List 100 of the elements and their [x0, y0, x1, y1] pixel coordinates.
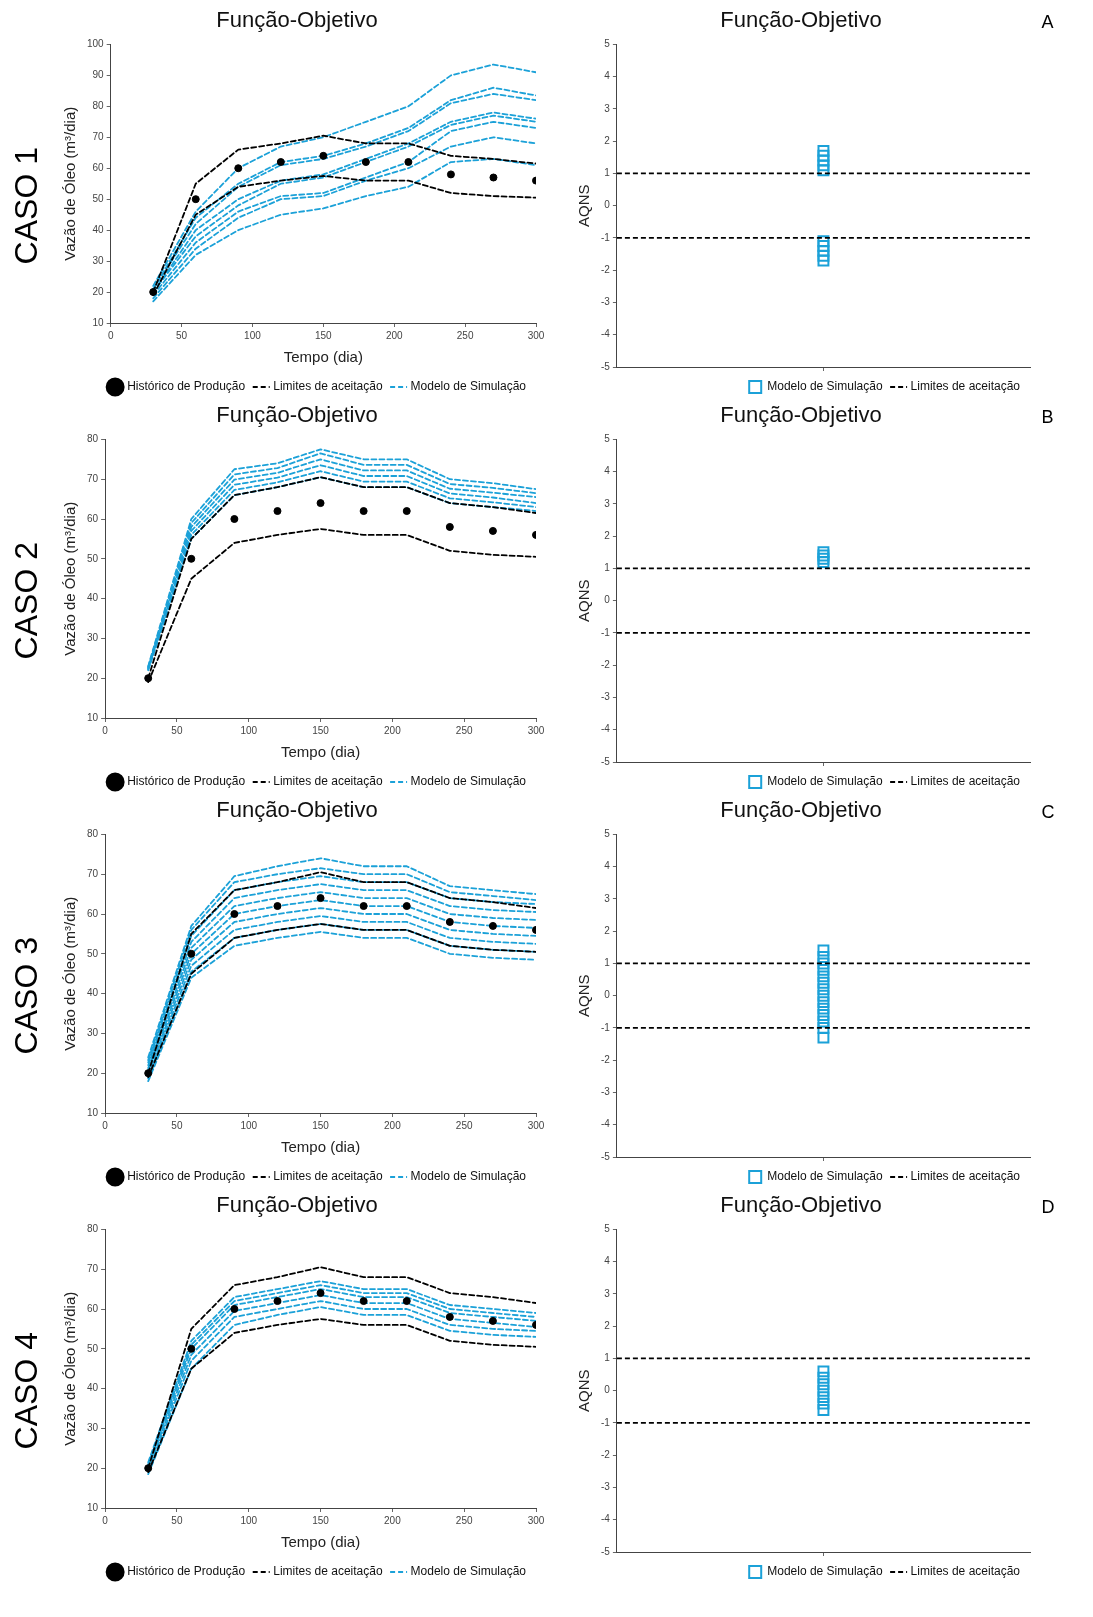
legend-label: Limites de aceitação — [273, 1169, 383, 1184]
y-tick-label: 50 — [92, 192, 105, 204]
y-tick-label: 4 — [603, 860, 610, 872]
x-tick-label: 100 — [244, 329, 262, 341]
y-tick-label: 70 — [87, 1262, 99, 1274]
x-tick-label: 300 — [527, 1119, 545, 1131]
y-tick-label: 50 — [87, 552, 99, 564]
x-tick-label: 150 — [312, 1119, 330, 1131]
y-tick-label: 40 — [92, 223, 105, 235]
y-tick-label: -2 — [600, 1448, 610, 1460]
legend-label: Limites de aceitação — [910, 774, 1020, 789]
legend-label: Limites de aceitação — [273, 379, 383, 394]
legend-label: Modelo de Simulação — [410, 1169, 527, 1184]
x-tick-label: 50 — [171, 1119, 183, 1131]
y-tick-label: 3 — [603, 892, 610, 904]
y-tick-label: 0 — [603, 199, 610, 211]
x-tick-label: 150 — [312, 724, 330, 736]
legend-label: Modelo de Simulação — [766, 1169, 883, 1184]
y-tick-label: 2 — [603, 1319, 610, 1331]
y-tick-label: 30 — [87, 1422, 99, 1434]
y-tick-label: 10 — [87, 1106, 99, 1118]
text: D — [1041, 1196, 1056, 1218]
y-tick-label: 4 — [603, 70, 610, 82]
text: CASO 3 — [8, 936, 45, 1055]
y-tick-label: -2 — [600, 263, 610, 275]
y-tick-label: 20 — [87, 1461, 99, 1473]
y-tick-label: 20 — [87, 671, 99, 683]
y-tick-label: 60 — [87, 907, 99, 919]
chart-title: Função-Objetivo — [216, 7, 378, 33]
y-tick-label: 90 — [92, 69, 105, 81]
y-tick-label: 0 — [603, 1384, 610, 1396]
legend-label: Limites de aceitação — [273, 774, 383, 789]
y-tick-label: -3 — [600, 1481, 610, 1493]
y-tick-label: -3 — [600, 1086, 610, 1098]
chart-title: Função-Objetivo — [216, 1192, 378, 1218]
text: A — [1041, 11, 1055, 33]
legend-label: Modelo de Simulação — [410, 1564, 527, 1579]
y-tick-label: 10 — [87, 1501, 99, 1513]
legend-label: Limites de aceitação — [910, 1169, 1020, 1184]
x-tick-label: 250 — [456, 329, 474, 341]
x-tick-label: 150 — [315, 329, 333, 341]
y-tick-label: -5 — [600, 755, 610, 767]
y-tick-label: -1 — [600, 626, 610, 638]
y-tick-label: 60 — [92, 161, 105, 173]
legend-label: Histórico de Produção — [127, 1564, 246, 1579]
y-tick-label: -1 — [600, 1021, 610, 1033]
text: C — [1041, 801, 1056, 823]
y-tick-label: 5 — [603, 828, 610, 840]
legend-label: Modelo de Simulação — [766, 774, 883, 789]
text: CASO 2 — [8, 541, 45, 660]
x-axis-title: Tempo (dia) — [280, 1533, 361, 1551]
y-tick-label: 5 — [603, 1223, 610, 1235]
text: CASO 1 — [8, 146, 45, 265]
y-tick-label: 0 — [603, 594, 610, 606]
y-tick-label: -4 — [600, 723, 610, 735]
legend-label: Histórico de Produção — [127, 379, 246, 394]
y-tick-label: 4 — [603, 465, 610, 477]
y-tick-label: -1 — [600, 1416, 610, 1428]
legend-label: Limites de aceitação — [910, 1564, 1020, 1579]
x-axis-title: Tempo (dia) — [280, 743, 361, 761]
y-tick-label: 80 — [87, 1223, 99, 1235]
x-tick-label: 0 — [107, 329, 114, 341]
y-tick-label: -3 — [600, 296, 610, 308]
y-tick-label: -5 — [600, 360, 610, 372]
y-axis-title: Vazão de Óleo (m³/dia) — [61, 1291, 79, 1446]
y-tick-label: 5 — [603, 38, 610, 50]
y-tick-label: -5 — [600, 1150, 610, 1162]
y-tick-label: -5 — [600, 1545, 610, 1557]
x-axis-title: Tempo (dia) — [280, 1138, 361, 1156]
legend-label: Modelo de Simulação — [410, 774, 527, 789]
chart-title: Função-Objetivo — [719, 797, 882, 823]
x-tick-label: 300 — [527, 724, 545, 736]
chart-title: Função-Objetivo — [216, 797, 378, 823]
x-tick-label: 150 — [312, 1514, 330, 1526]
y-tick-label: -4 — [600, 328, 610, 340]
y-tick-label: 2 — [603, 134, 610, 146]
chart-title: Função-Objetivo — [216, 402, 378, 428]
y-tick-label: 1 — [603, 562, 610, 574]
y-tick-label: 4 — [603, 1255, 610, 1267]
y-tick-label: 20 — [87, 1066, 99, 1078]
x-tick-label: 200 — [384, 1119, 402, 1131]
x-tick-label: 200 — [384, 1514, 402, 1526]
y-tick-label: -2 — [600, 1053, 610, 1065]
x-tick-label: 250 — [455, 1514, 473, 1526]
x-tick-label: 300 — [527, 1514, 545, 1526]
y-tick-label: 30 — [87, 632, 99, 644]
y-tick-label: -2 — [600, 658, 610, 670]
y-tick-label: 0 — [603, 989, 610, 1001]
y-axis-title: AQNS — [574, 1369, 592, 1412]
text: B — [1041, 406, 1055, 428]
chart-title: Função-Objetivo — [719, 402, 882, 428]
y-tick-label: 3 — [603, 102, 610, 114]
y-tick-label: 1 — [603, 1352, 610, 1364]
y-axis-title: Vazão de Óleo (m³/dia) — [61, 106, 79, 261]
x-tick-label: 100 — [240, 724, 258, 736]
y-tick-label: 80 — [87, 433, 99, 445]
legend-label: Limites de aceitação — [910, 379, 1020, 394]
x-tick-label: 250 — [455, 1119, 473, 1131]
y-tick-label: 60 — [87, 1302, 99, 1314]
text: CASO 4 — [8, 1331, 45, 1450]
